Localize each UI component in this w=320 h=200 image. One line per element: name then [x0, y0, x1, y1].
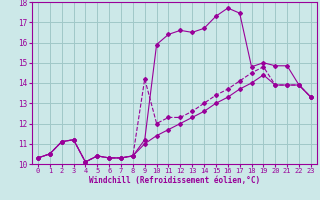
X-axis label: Windchill (Refroidissement éolien,°C): Windchill (Refroidissement éolien,°C)	[89, 176, 260, 185]
